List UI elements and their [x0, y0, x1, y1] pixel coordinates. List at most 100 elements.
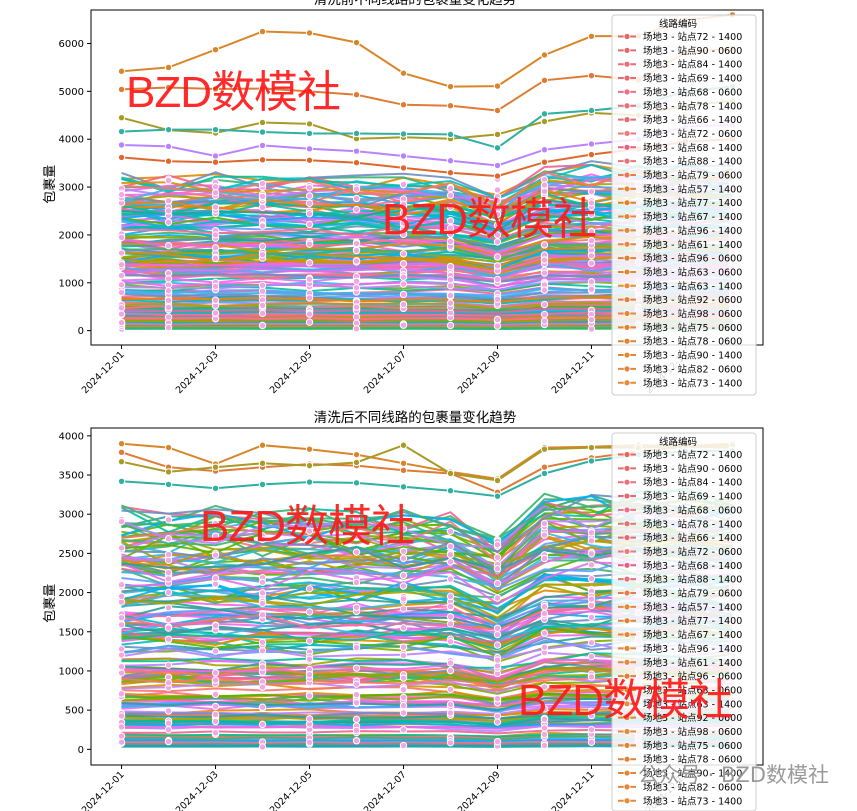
x-tick-label: 2024-12-09 [456, 349, 503, 396]
data-point [164, 142, 173, 151]
y-tick-label: 1500 [59, 627, 84, 638]
x-tick-label: 2024-12-05 [268, 349, 315, 396]
data-point [493, 594, 502, 602]
data-point [117, 723, 126, 731]
data-point [117, 651, 126, 659]
data-point [587, 443, 596, 452]
data-point [399, 164, 408, 172]
legend-marker [623, 226, 631, 234]
data-point [305, 129, 314, 138]
data-point [117, 448, 126, 456]
data-point [399, 459, 408, 467]
data-point [446, 262, 455, 271]
legend-marker [623, 769, 631, 777]
data-point [164, 707, 173, 715]
data-point [587, 550, 596, 558]
data-point [446, 709, 455, 717]
data-point [164, 568, 173, 577]
data-point [540, 609, 549, 618]
data-point [446, 191, 455, 200]
data-point [117, 645, 126, 653]
legend-entry: 场地3 - 站点72 - 0600 [643, 546, 742, 558]
data-point [446, 169, 455, 177]
legend-marker [623, 254, 631, 262]
legend-entry: 场地3 - 站点78 - 1400 [643, 518, 742, 530]
data-point [258, 743, 267, 751]
x-tick-label: 2024-12-05 [268, 769, 315, 811]
data-point [446, 224, 455, 232]
data-point [399, 152, 408, 160]
data-point [493, 492, 502, 500]
data-point [305, 120, 314, 128]
data-point [399, 595, 408, 603]
legend-entry: 场地3 - 站点79 - 0600 [643, 588, 742, 600]
data-point [493, 238, 502, 246]
data-point [493, 579, 502, 588]
data-point [399, 701, 408, 710]
legend-marker [623, 88, 631, 96]
x-tick-label: 2024-12-03 [174, 349, 221, 396]
data-point [446, 602, 455, 611]
data-point [493, 630, 502, 639]
data-point [540, 310, 549, 319]
data-point [258, 611, 267, 619]
data-point [587, 150, 596, 159]
data-point [164, 575, 173, 583]
data-point [164, 63, 173, 72]
legend-marker [623, 741, 631, 749]
data-point [305, 692, 314, 700]
data-point [211, 203, 220, 211]
data-point [258, 309, 267, 318]
data-point [352, 603, 361, 612]
data-point [446, 613, 455, 621]
data-point [211, 152, 220, 160]
data-point [587, 71, 596, 80]
legend-entry: 场地3 - 站点72 - 1400 [643, 449, 742, 461]
data-point [399, 441, 408, 449]
legend-entry: 场地3 - 站点57 - 1400 [643, 183, 742, 195]
legend-entry: 场地3 - 站点98 - 0600 [643, 726, 742, 738]
data-point [493, 641, 502, 649]
data-point [258, 128, 267, 136]
data-point [305, 29, 314, 37]
data-point [258, 156, 267, 164]
data-point [258, 599, 267, 608]
data-point [446, 659, 455, 667]
data-point [258, 203, 267, 212]
data-point [305, 220, 314, 229]
legend-entry: 场地3 - 站点78 - 0600 [643, 336, 742, 348]
data-point [540, 445, 549, 453]
data-point [446, 527, 455, 536]
data-point [493, 656, 502, 664]
data-point [587, 613, 596, 622]
data-point [258, 192, 267, 201]
legend-box [611, 14, 757, 396]
data-point [399, 643, 408, 651]
data-point [399, 321, 408, 329]
data-point [540, 203, 549, 211]
x-tick-label: 2024-12-11 [550, 349, 597, 396]
data-point [540, 531, 549, 539]
data-point [352, 147, 361, 155]
legend-marker [623, 451, 631, 458]
data-point [305, 318, 314, 326]
data-point [305, 608, 314, 616]
data-point [164, 737, 173, 746]
legend-entry: 场地3 - 站点66 - 1400 [643, 114, 742, 126]
data-point [117, 439, 126, 448]
legend-box [611, 432, 757, 811]
data-point [352, 680, 361, 688]
legend-entry: 场地3 - 站点63 - 0600 [643, 684, 742, 696]
data-point [211, 484, 220, 493]
data-point [211, 296, 220, 304]
data-point [117, 738, 126, 746]
data-point [540, 51, 549, 59]
legend-marker [623, 157, 631, 165]
footer-account-text: 公众号 · BZD数模社 [638, 763, 829, 787]
data-point [352, 325, 361, 333]
legend-entry: 场地3 - 站点88 - 1400 [643, 156, 742, 168]
data-point [399, 230, 408, 239]
data-point [540, 715, 549, 724]
data-point [211, 532, 220, 540]
data-point [258, 301, 267, 310]
